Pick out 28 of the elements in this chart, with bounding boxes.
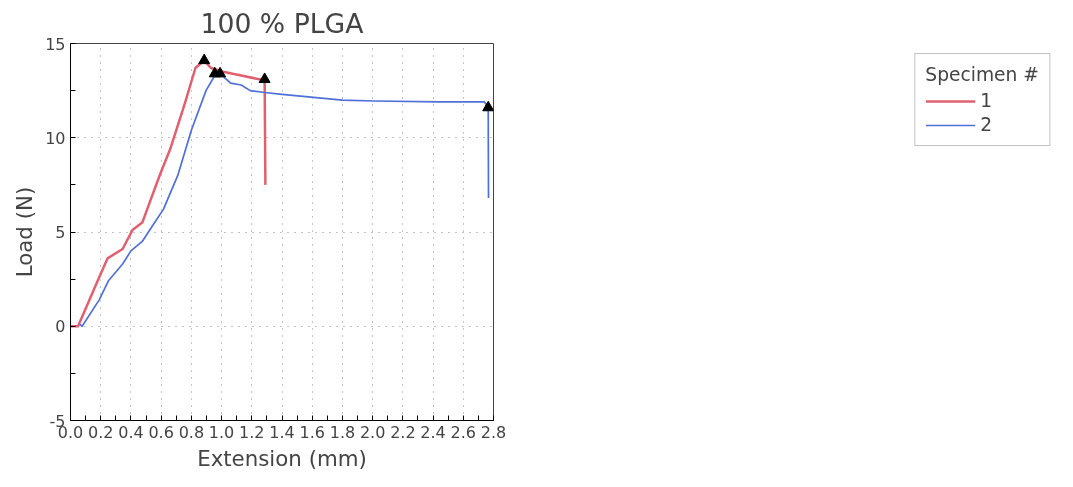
y-axis-title: Load (N) xyxy=(12,186,38,278)
x-tick-label: 0.2 xyxy=(87,422,114,442)
x-tick-label: 1.0 xyxy=(208,422,235,442)
legend-label: 1 xyxy=(980,90,994,111)
x-tick-label: 2.2 xyxy=(390,422,416,442)
x-tick-label: 2.4 xyxy=(420,422,446,442)
x-tick-label: 1.8 xyxy=(329,422,356,442)
x-tick-label: 1.4 xyxy=(269,422,295,442)
x-tick-label: 0.8 xyxy=(178,422,205,442)
x-tick-label: 2.8 xyxy=(480,422,507,442)
x-tick-label: 1.6 xyxy=(299,422,325,442)
x-tick-label: 2.0 xyxy=(359,422,386,442)
legend-label: 2 xyxy=(980,114,994,135)
legend-title: Specimen # xyxy=(925,64,1039,85)
point xyxy=(482,100,494,112)
point xyxy=(214,66,227,78)
chart-title: 100 % PLGA xyxy=(200,7,365,39)
y-tick-label: 0 xyxy=(55,317,66,337)
x-tick-label: 0.6 xyxy=(148,422,174,442)
x-tick-label: 0.4 xyxy=(118,422,144,442)
x-tick-label: 2.6 xyxy=(450,422,477,442)
x-axis-title: Extension (mm) xyxy=(197,445,367,471)
point xyxy=(258,72,271,83)
point xyxy=(198,53,211,65)
y-tick-label: 15 xyxy=(45,34,66,54)
x-tick-label: 1.2 xyxy=(239,422,265,442)
y-tick-label: 5 xyxy=(55,223,66,242)
y-tick-label: 10 xyxy=(45,128,66,148)
